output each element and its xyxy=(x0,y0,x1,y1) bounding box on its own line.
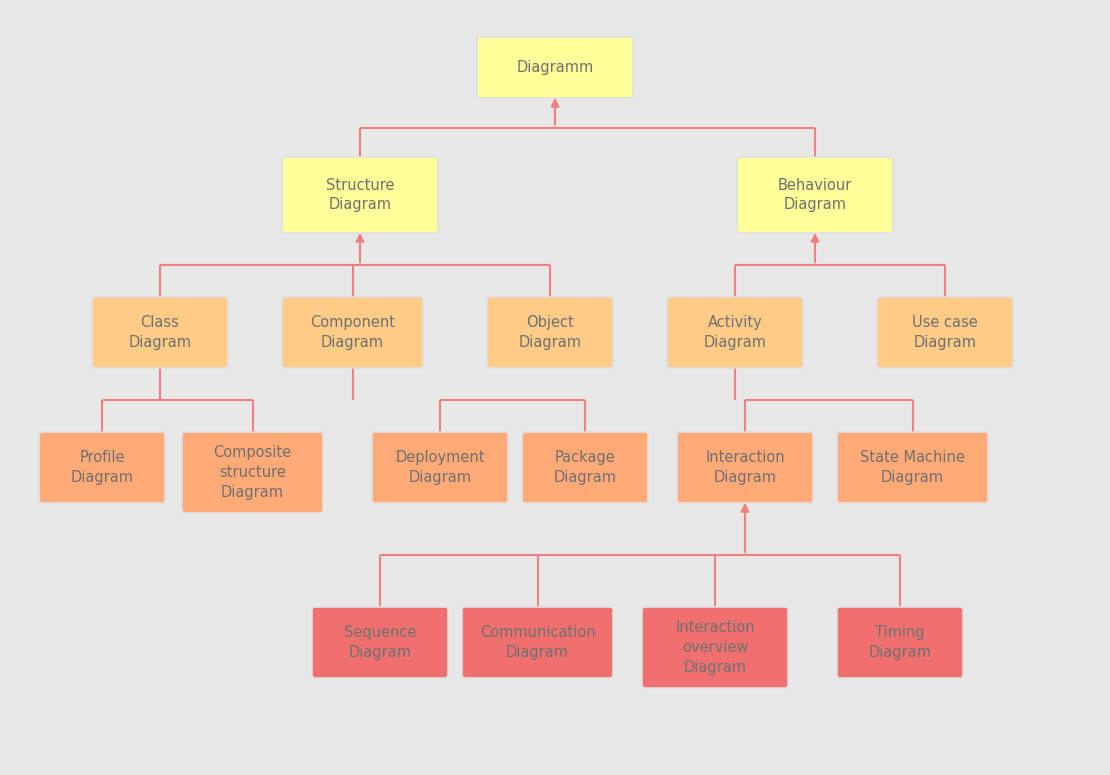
FancyBboxPatch shape xyxy=(877,297,1013,368)
Text: Deployment
Diagram: Deployment Diagram xyxy=(395,450,485,485)
Text: Activity
Diagram: Activity Diagram xyxy=(704,315,767,350)
Text: Sequence
Diagram: Sequence Diagram xyxy=(344,625,416,660)
FancyBboxPatch shape xyxy=(312,607,448,678)
Text: Profile
Diagram: Profile Diagram xyxy=(71,450,133,485)
Text: Object
Diagram: Object Diagram xyxy=(518,315,582,350)
FancyBboxPatch shape xyxy=(487,297,613,368)
Text: Use case
Diagram: Use case Diagram xyxy=(912,315,978,350)
FancyBboxPatch shape xyxy=(462,607,613,678)
FancyBboxPatch shape xyxy=(282,157,438,233)
Text: Communication
Diagram: Communication Diagram xyxy=(480,625,595,660)
FancyBboxPatch shape xyxy=(182,432,323,513)
Text: Behaviour
Diagram: Behaviour Diagram xyxy=(778,177,852,212)
Text: Component
Diagram: Component Diagram xyxy=(310,315,395,350)
FancyBboxPatch shape xyxy=(522,432,648,503)
FancyBboxPatch shape xyxy=(677,432,813,503)
FancyBboxPatch shape xyxy=(477,37,633,98)
Text: State Machine
Diagram: State Machine Diagram xyxy=(860,450,965,485)
FancyBboxPatch shape xyxy=(642,607,788,688)
FancyBboxPatch shape xyxy=(372,432,508,503)
Text: Interaction
overview
Diagram: Interaction overview Diagram xyxy=(675,620,755,675)
FancyBboxPatch shape xyxy=(737,157,894,233)
FancyBboxPatch shape xyxy=(837,607,963,678)
Text: Package
Diagram: Package Diagram xyxy=(554,450,616,485)
Text: Interaction
Diagram: Interaction Diagram xyxy=(705,450,785,485)
Text: Structure
Diagram: Structure Diagram xyxy=(325,177,394,212)
FancyBboxPatch shape xyxy=(667,297,803,368)
Text: Class
Diagram: Class Diagram xyxy=(129,315,192,350)
Text: Timing
Diagram: Timing Diagram xyxy=(868,625,931,660)
FancyBboxPatch shape xyxy=(92,297,228,368)
Text: Diagramm: Diagramm xyxy=(516,60,594,75)
FancyBboxPatch shape xyxy=(282,297,423,368)
FancyBboxPatch shape xyxy=(39,432,165,503)
Text: Composite
structure
Diagram: Composite structure Diagram xyxy=(213,445,292,500)
FancyBboxPatch shape xyxy=(837,432,988,503)
